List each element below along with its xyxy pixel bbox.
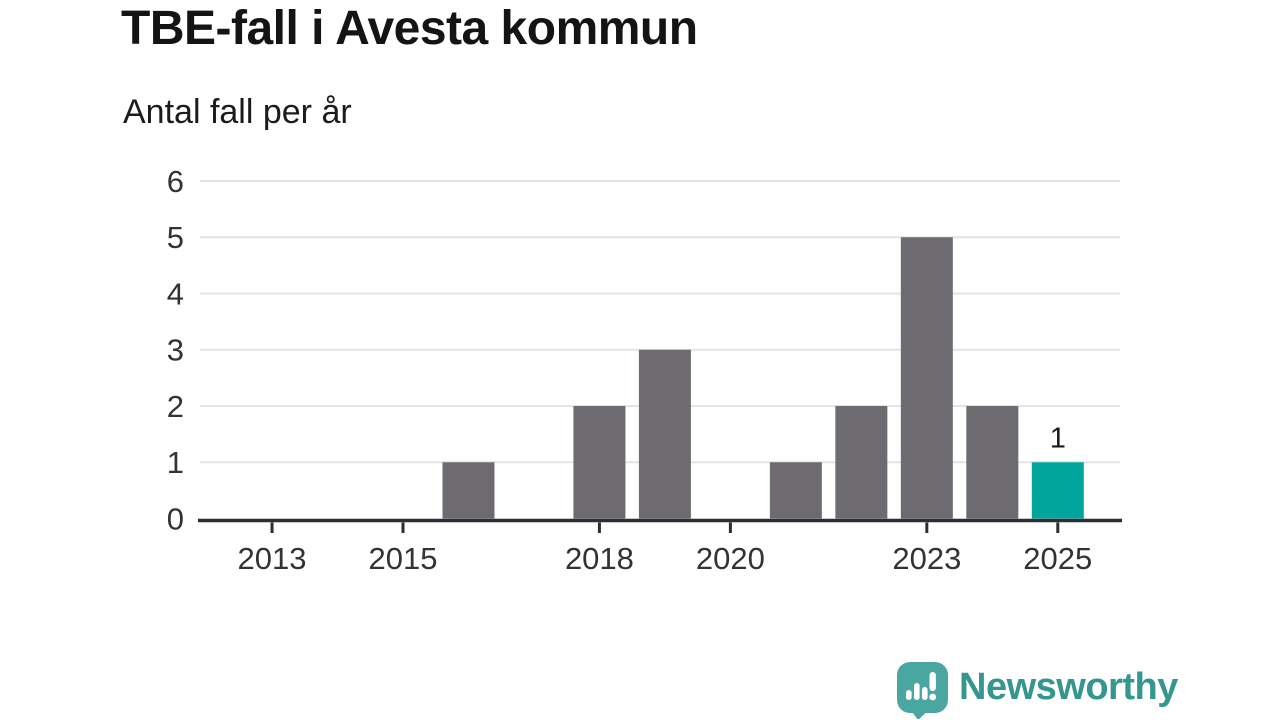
x-tick-label-2015: 2015: [369, 541, 438, 576]
bar-2021: [769, 462, 822, 519]
y-tick-label-5: 5: [167, 220, 184, 255]
bar-value-label: 1: [1050, 422, 1066, 454]
y-tick-label-4: 4: [167, 276, 184, 311]
y-tick-label-6: 6: [167, 164, 184, 199]
brand-footer: Newsworthy: [894, 661, 1178, 719]
x-tick-label-2025: 2025: [1023, 541, 1092, 576]
chart-title: TBE-fall i Avesta kommun: [121, 2, 698, 55]
y-tick-label-1: 1: [167, 445, 184, 480]
x-tick-label-2013: 2013: [238, 541, 307, 576]
newsworthy-logo-icon: [897, 662, 948, 719]
x-tick-label-2023: 2023: [892, 541, 961, 576]
x-tick-label-2020: 2020: [696, 541, 765, 576]
y-tick-label-2: 2: [167, 389, 184, 424]
brand-name: Newsworthy: [959, 666, 1178, 708]
y-tick-label-0: 0: [167, 501, 184, 536]
bar-2025: [1031, 462, 1084, 519]
bar-2022: [835, 406, 888, 519]
bar-2019: [638, 349, 691, 519]
bar-2018: [573, 406, 626, 519]
chart-subtitle: Antal fall per år: [123, 93, 352, 131]
x-tick-label-2018: 2018: [565, 541, 634, 576]
bar-2023: [900, 237, 953, 519]
y-tick-label-3: 3: [167, 333, 184, 368]
bar-2016: [442, 462, 495, 519]
bar-2024: [966, 406, 1019, 519]
